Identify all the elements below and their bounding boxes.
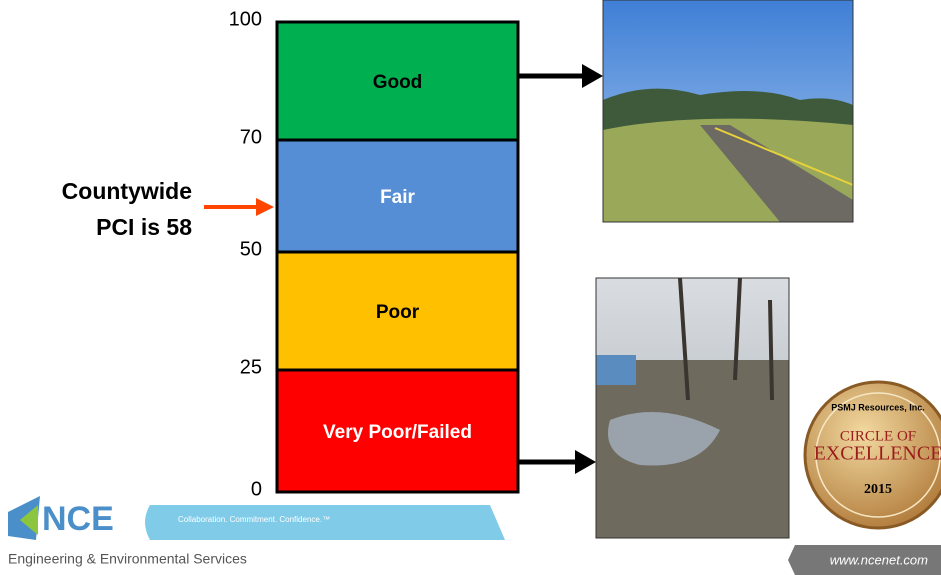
tick-label: 70 [240,126,262,148]
photo-good-road [603,0,853,222]
band-label: Very Poor/Failed [323,422,472,443]
logo-subtitle: Engineering & Environmental Services [8,551,247,567]
badge: PSMJ Resources, Inc. CIRCLE OF EXCELLENC… [805,382,941,528]
tick-label: 50 [240,238,262,260]
tick-label: 0 [251,478,262,500]
badge-issuer: PSMJ Resources, Inc. [831,402,925,412]
arrow [518,64,603,474]
photo-failed-road [596,278,789,538]
tick-label: 25 [240,356,262,378]
band-label: Good [373,72,423,93]
slide: GoodFairPoorVery Poor/Failed 1007050250 … [0,0,941,575]
band-label: Poor [376,302,420,323]
badge-text: EXCELLENCE [814,443,941,465]
scale: Good Fair Poor Very Poor/Failed [277,22,518,492]
footer: www.ncenet.com [788,545,941,575]
indicator-text: Countywide [62,178,192,204]
logo-name: NCE [42,500,114,538]
badge-year: 2015 [864,482,892,497]
footer-url: www.ncenet.com [830,552,928,567]
logo-tagline: Collaboration. Commitment. Confidence.™ [178,515,330,524]
tick-label: 100 [229,8,262,30]
indicator-arrow [204,198,274,216]
indicator-text: PCI is 58 [96,214,192,240]
logo: NCE Collaboration. Commitment. Confidenc… [8,496,505,567]
scale-ticks: 100 70 50 25 0 [229,8,262,500]
band-label: Fair [380,187,415,208]
